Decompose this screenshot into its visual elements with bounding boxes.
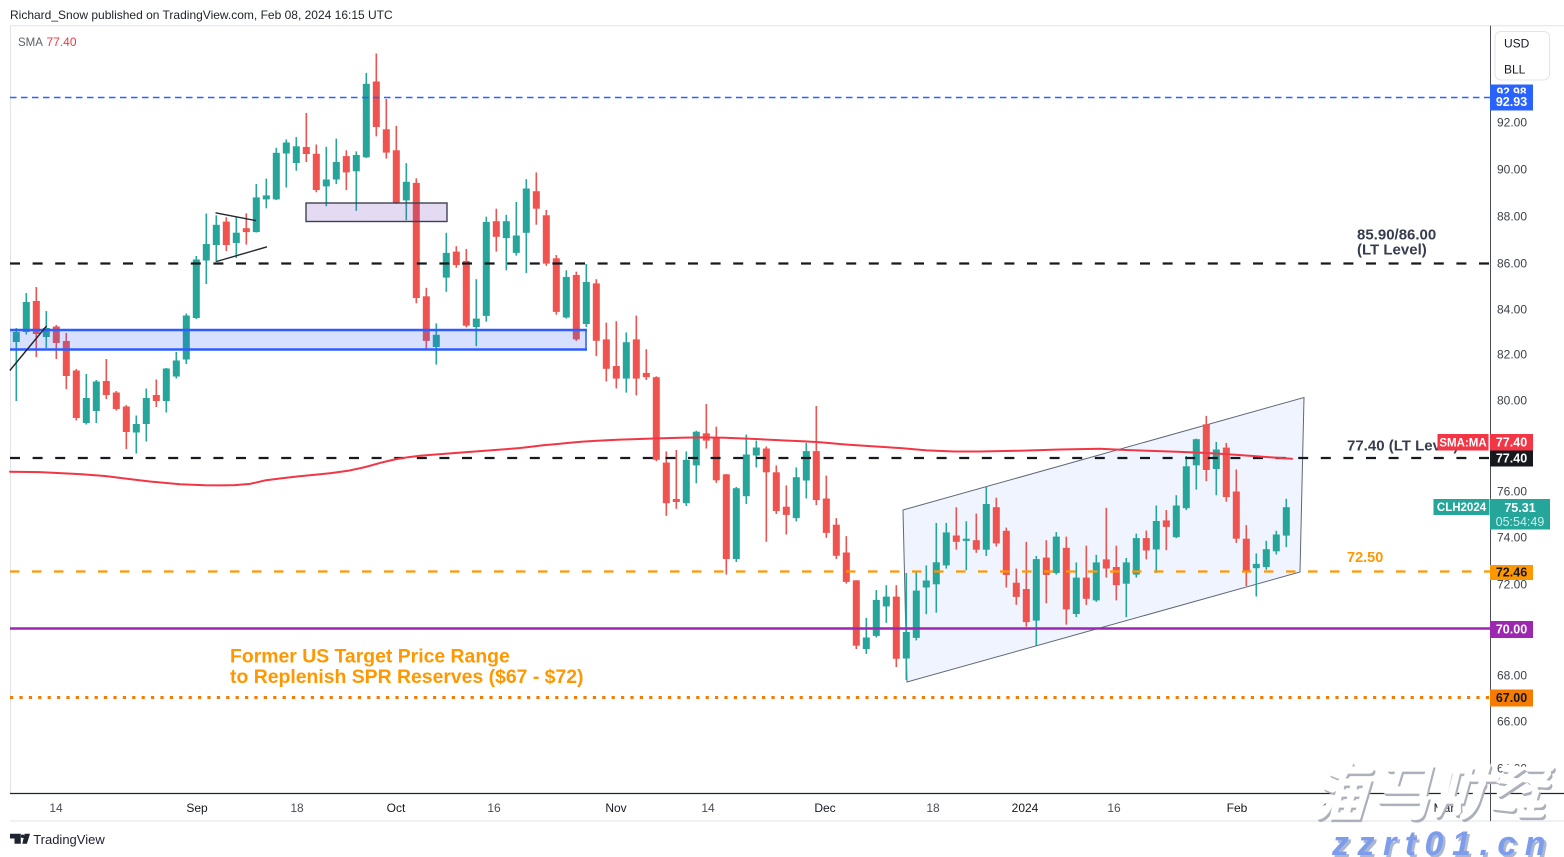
- svg-text:18: 18: [290, 801, 304, 815]
- svg-text:2024: 2024: [1012, 801, 1039, 815]
- svg-text:92.00: 92.00: [1497, 115, 1527, 129]
- svg-text:14: 14: [701, 801, 715, 815]
- svg-text:Nov: Nov: [605, 801, 626, 815]
- svg-text:77.40: 77.40: [47, 35, 77, 49]
- svg-text:CLH2024: CLH2024: [1437, 502, 1487, 514]
- svg-text:16: 16: [1107, 801, 1121, 815]
- svg-text:Sep: Sep: [186, 801, 208, 815]
- svg-text:18: 18: [926, 801, 940, 815]
- svg-text:85.90/86.00: 85.90/86.00: [1357, 227, 1436, 244]
- svg-text:72.46: 72.46: [1496, 566, 1527, 580]
- svg-text:77.40 (LT Level): 77.40 (LT Level): [1347, 438, 1458, 455]
- svg-text:92.93: 92.93: [1496, 95, 1527, 109]
- svg-text:zzrt01.cn: zzrt01.cn: [1331, 825, 1554, 857]
- svg-text:77.40: 77.40: [1496, 435, 1527, 449]
- svg-text:82.00: 82.00: [1497, 347, 1527, 361]
- svg-text:USD: USD: [1504, 37, 1530, 51]
- svg-text:Richard_Snow published on Trad: Richard_Snow published on TradingView.co…: [10, 8, 393, 22]
- svg-text:90.00: 90.00: [1497, 162, 1527, 176]
- svg-text:SMA:MA: SMA:MA: [1439, 437, 1486, 449]
- svg-text:Feb: Feb: [1227, 801, 1248, 815]
- svg-text:76.00: 76.00: [1497, 484, 1527, 498]
- svg-text:TradingView: TradingView: [33, 832, 105, 847]
- svg-text:74.00: 74.00: [1497, 530, 1527, 544]
- svg-text:84.00: 84.00: [1497, 302, 1527, 316]
- svg-text:Former US Target Price Range: Former US Target Price Range: [230, 646, 510, 668]
- svg-text:88.00: 88.00: [1497, 209, 1527, 223]
- svg-text:Oct: Oct: [387, 801, 406, 815]
- svg-text:67.00: 67.00: [1496, 691, 1527, 705]
- svg-text:80.00: 80.00: [1497, 393, 1527, 407]
- svg-text:16: 16: [487, 801, 501, 815]
- svg-text:68.00: 68.00: [1497, 668, 1527, 682]
- svg-text:Dec: Dec: [814, 801, 835, 815]
- svg-text:14: 14: [49, 801, 63, 815]
- svg-text:zzrt01.cn: zzrt01.cn: [1334, 828, 1557, 857]
- svg-text:75.31: 75.31: [1504, 501, 1535, 515]
- svg-text:(LT Level): (LT Level): [1357, 242, 1427, 259]
- svg-text:72.00: 72.00: [1497, 577, 1527, 591]
- svg-text:70.00: 70.00: [1496, 623, 1527, 637]
- svg-text:72.50: 72.50: [1347, 550, 1383, 566]
- svg-text:to Replenish SPR Reserves ($67: to Replenish SPR Reserves ($67 - $72): [230, 666, 584, 688]
- svg-text:86.00: 86.00: [1497, 256, 1527, 270]
- svg-text:BLL: BLL: [1504, 63, 1526, 77]
- svg-text:05:54:49: 05:54:49: [1496, 515, 1545, 529]
- svg-text:SMA: SMA: [18, 37, 43, 49]
- svg-text:66.00: 66.00: [1497, 714, 1527, 728]
- svg-text:77.40: 77.40: [1496, 452, 1527, 466]
